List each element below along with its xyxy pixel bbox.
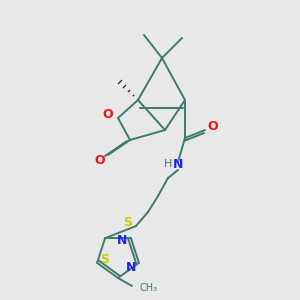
Text: O: O [103,109,113,122]
Text: O: O [208,119,218,133]
Text: S: S [124,215,133,229]
Text: H: H [164,159,172,169]
Text: O: O [95,154,105,166]
Text: CH₃: CH₃ [139,283,157,293]
Text: N: N [126,261,136,274]
Text: N: N [173,158,183,170]
Text: N: N [117,234,127,247]
Text: S: S [100,253,109,266]
